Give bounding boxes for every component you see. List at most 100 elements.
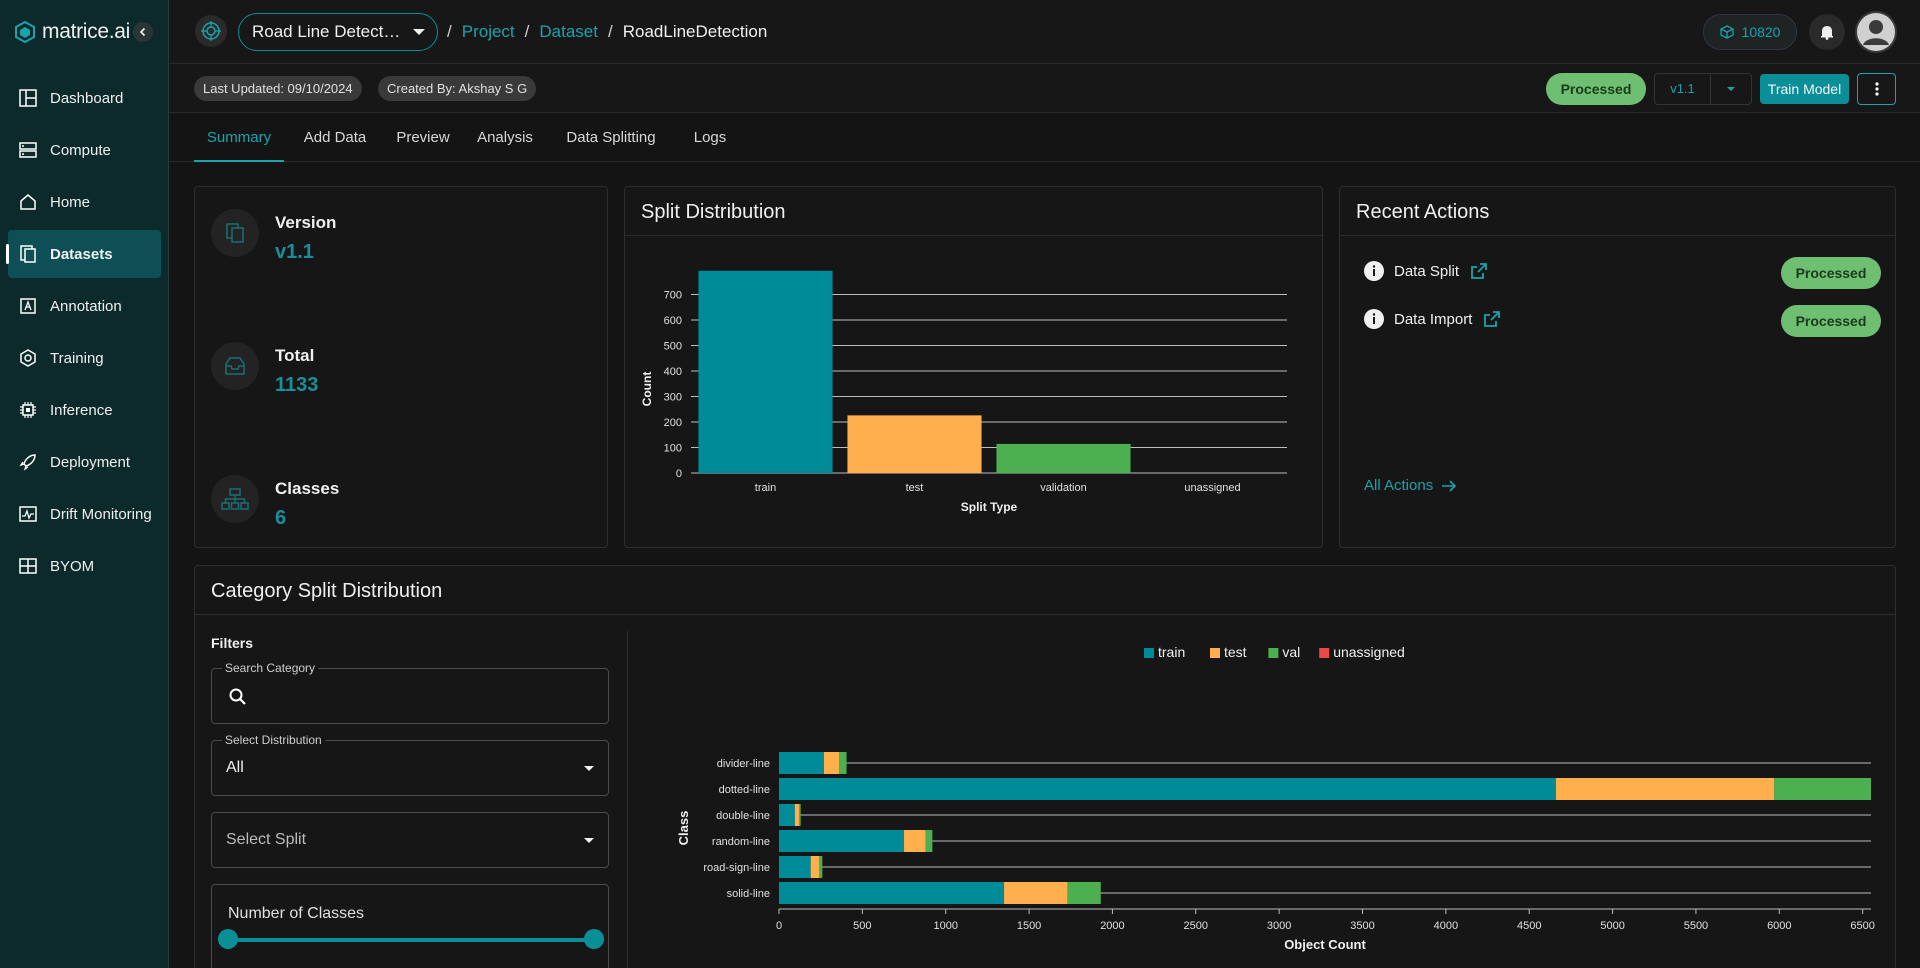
tab-analysis[interactable]: Analysis xyxy=(477,129,533,146)
bar-solid-line-val xyxy=(1067,882,1101,904)
info-icon xyxy=(1364,309,1384,329)
tab-add-data[interactable]: Add Data xyxy=(303,129,367,146)
action-item-data-split: Data Split xyxy=(1364,261,1489,281)
bar-random-line-val xyxy=(925,830,933,852)
bar-double-line-train xyxy=(779,804,795,826)
category-split-title: Category Split Distribution xyxy=(195,566,1895,615)
split-distribution-chart: 0 100 200 300 400 500 600 700 train test validatio… xyxy=(640,270,1287,514)
created-by-chip: Created By: Akshay S G xyxy=(378,76,537,101)
action-label: Data Split xyxy=(1394,262,1460,280)
open-external-icon[interactable] xyxy=(1469,261,1489,281)
distribution-select[interactable]: Select Distribution All xyxy=(211,733,609,796)
action-label: Data Import xyxy=(1394,310,1473,328)
y-tick-label: divider-line xyxy=(717,758,770,770)
classes-value: 6 xyxy=(275,507,287,529)
sidebar-nav: Dashboard Compute Home Datasets Annotati… xyxy=(6,74,161,594)
recent-actions-card: Recent Actions Data Split Processed Data… xyxy=(1339,186,1896,548)
tab-preview[interactable]: Preview xyxy=(396,129,450,146)
x-tick-label: 3500 xyxy=(1350,920,1374,932)
distribution-legend: Select Distribution xyxy=(222,733,325,747)
bar-train xyxy=(698,270,833,473)
more-vertical-icon xyxy=(1874,82,1879,96)
all-actions-link[interactable]: All Actions xyxy=(1364,477,1457,494)
x-tick-label: 5000 xyxy=(1600,920,1624,932)
bar-solid-line-test xyxy=(1004,882,1068,904)
project-icon[interactable] xyxy=(195,15,227,47)
y-tick-label: double-line xyxy=(716,810,770,822)
sidebar-item-label: Drift Monitoring xyxy=(50,505,152,523)
sidebar-item-deployment[interactable]: Deployment xyxy=(8,438,161,486)
slider-min-thumb[interactable] xyxy=(218,929,238,949)
legend-swatch-unassigned xyxy=(1319,648,1330,658)
sidebar-item-datasets[interactable]: Datasets xyxy=(6,230,161,278)
sidebar-item-byom[interactable]: BYOM xyxy=(8,542,161,590)
x-tick-label: 4000 xyxy=(1434,920,1458,932)
notifications-button[interactable] xyxy=(1809,14,1845,50)
sidebar: matrice.ai Dashboard Compute Home Datase… xyxy=(0,0,169,968)
train-model-button[interactable]: Train Model xyxy=(1760,74,1849,104)
y-tick-label: dotted-line xyxy=(719,784,770,796)
x-tick-label: 6000 xyxy=(1767,920,1791,932)
arrow-right-icon xyxy=(1442,479,1457,492)
cube-icon xyxy=(1719,25,1734,39)
x-tick-label: 3000 xyxy=(1267,920,1291,932)
slider-max-thumb[interactable] xyxy=(584,929,604,949)
bar-divider-line-test xyxy=(824,752,840,774)
sidebar-item-compute[interactable]: Compute xyxy=(8,126,161,174)
breadcrumb-dataset[interactable]: Dataset xyxy=(539,22,598,41)
bar-divider-line-val xyxy=(839,752,847,774)
x-tick-label: 4500 xyxy=(1517,920,1541,932)
tab-summary[interactable]: Summary xyxy=(194,113,284,162)
split-distribution-card: Split Distribution 0 100 200 300 400 500 600 70… xyxy=(624,186,1323,548)
datasets-icon xyxy=(20,245,36,263)
sidebar-item-inference[interactable]: Inference xyxy=(8,386,161,434)
action-status-badge: Processed xyxy=(1781,257,1881,289)
sidebar-item-label: Deployment xyxy=(50,453,131,471)
x-tick-label: train xyxy=(755,482,776,494)
tab-data-splitting[interactable]: Data Splitting xyxy=(566,129,656,146)
breadcrumb-project[interactable]: Project xyxy=(461,22,515,41)
project-select[interactable]: Road Line Detect… xyxy=(238,13,438,51)
legend-label-val: val xyxy=(1282,644,1300,660)
bar-dotted-line-test xyxy=(1555,778,1775,800)
legend-label-unassigned: unassigned xyxy=(1333,644,1405,660)
bar-road-sign-line-test xyxy=(810,856,820,878)
sidebar-item-dashboard[interactable]: Dashboard xyxy=(8,74,161,122)
status-badge: Processed xyxy=(1546,73,1646,105)
x-tick-label: 1000 xyxy=(933,920,957,932)
split-select[interactable]: Select Split xyxy=(211,812,609,868)
sidebar-item-drift-monitoring[interactable]: Drift Monitoring xyxy=(8,490,161,538)
version-stat: Version v1.1 xyxy=(211,209,336,264)
bar-test xyxy=(847,415,982,473)
bar-double-line-val xyxy=(799,804,801,826)
rocket-icon xyxy=(19,454,36,471)
legend-swatch-val xyxy=(1268,648,1279,658)
tab-logs[interactable]: Logs xyxy=(693,129,727,146)
divider xyxy=(627,631,628,968)
chevron-down-icon[interactable] xyxy=(1711,85,1751,93)
bar-solid-line-train xyxy=(779,882,1005,904)
credits-value: 10820 xyxy=(1741,24,1781,40)
version-select[interactable]: v1.1 xyxy=(1654,73,1752,105)
collapse-sidebar-button[interactable] xyxy=(133,22,153,42)
slider-track[interactable] xyxy=(228,938,594,942)
chip-icon xyxy=(20,402,36,418)
y-axis-label: Class xyxy=(676,811,691,846)
more-options-button[interactable] xyxy=(1857,73,1896,105)
x-tick-label: 6500 xyxy=(1850,920,1874,932)
sidebar-item-annotation[interactable]: Annotation xyxy=(8,282,161,330)
split-placeholder: Select Split xyxy=(226,831,307,848)
action-item-data-import: Data Import xyxy=(1364,309,1502,329)
avatar[interactable] xyxy=(1855,11,1897,53)
sidebar-item-label: Inference xyxy=(50,401,113,419)
sidebar-item-training[interactable]: Training xyxy=(8,334,161,382)
open-external-icon[interactable] xyxy=(1482,309,1502,329)
search-category-field[interactable]: Search Category xyxy=(211,661,609,724)
sidebar-item-home[interactable]: Home xyxy=(8,178,161,226)
training-icon xyxy=(20,349,36,367)
credits-badge[interactable]: 10820 xyxy=(1703,14,1797,50)
y-tick-label: 300 xyxy=(664,392,682,404)
logo[interactable]: matrice.ai xyxy=(14,20,130,44)
user-icon xyxy=(1857,13,1895,51)
y-tick-label: 700 xyxy=(664,290,682,302)
